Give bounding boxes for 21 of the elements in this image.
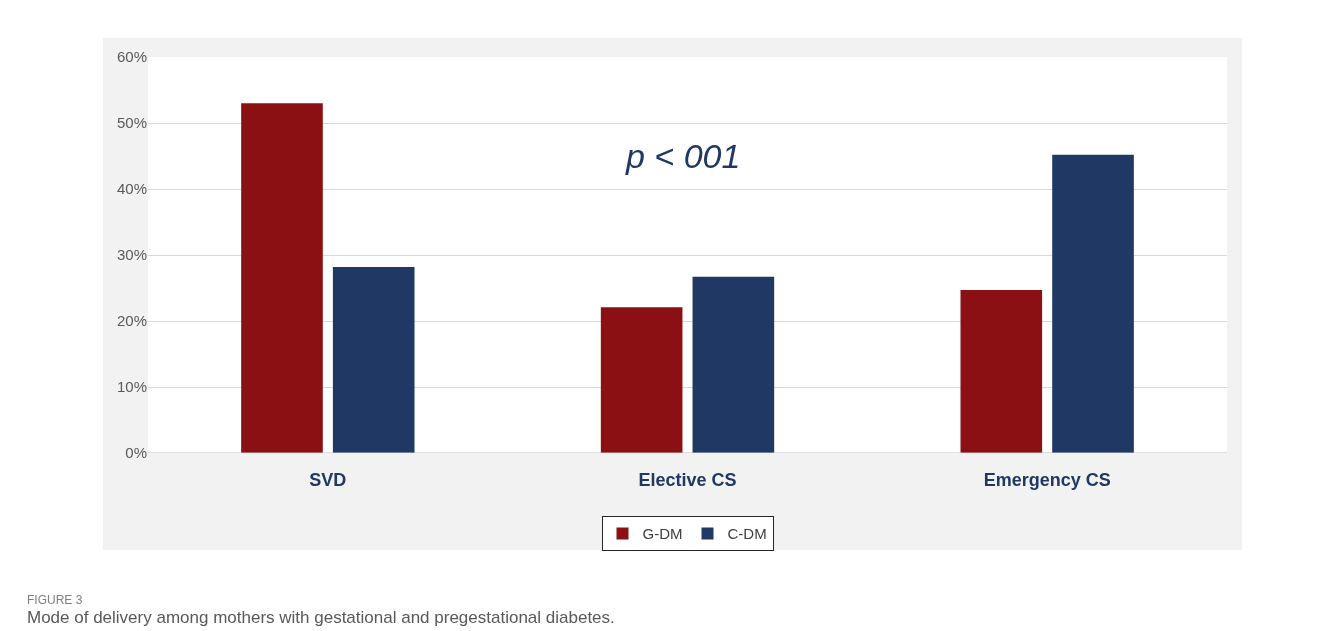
x-tick-label: SVD (309, 470, 347, 490)
y-tick-label: 50% (116, 114, 147, 132)
bar (1052, 154, 1134, 453)
legend-label: C-DM (727, 525, 767, 543)
x-tick-label: Emergency CS (983, 470, 1111, 490)
y-tick-label: 30% (116, 246, 147, 264)
y-tick-label: 0% (125, 444, 147, 462)
bar (600, 307, 683, 453)
bar (960, 289, 1043, 453)
y-tick-label: 20% (116, 312, 147, 330)
text: Mode of delivery among mothers with gestational and pregestational diabetes. (27, 608, 615, 627)
caption: FIGURE 3 (27, 593, 83, 607)
x-tick-label: Elective CS (638, 470, 737, 490)
bar (692, 276, 775, 453)
legend-label: G-DM (642, 525, 683, 543)
annotation: p < 001 (625, 137, 741, 175)
bar (241, 103, 323, 453)
bar (332, 266, 415, 453)
y-tick-label: 60% (116, 48, 147, 66)
y-tick-label: 10% (116, 378, 147, 396)
y-tick-label: 40% (116, 180, 147, 198)
